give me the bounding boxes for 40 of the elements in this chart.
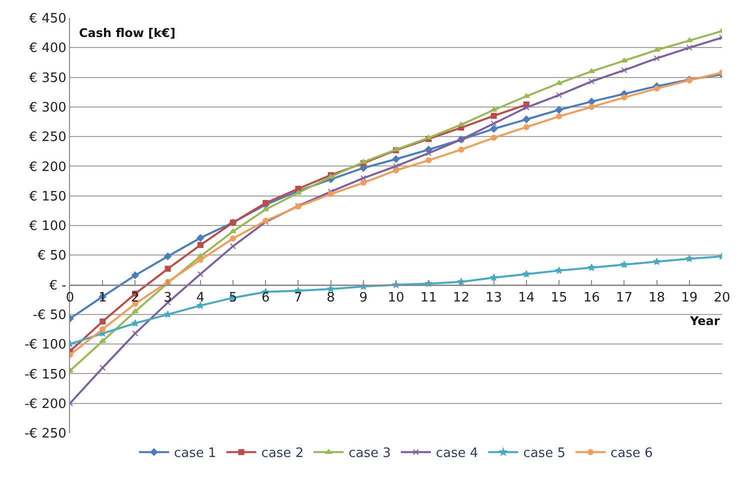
- x-tick-label: 17: [616, 290, 632, 306]
- x-tick-label: 4: [196, 290, 205, 306]
- legend-label: case 3: [348, 446, 391, 462]
- y-tick-label: -€ 200: [24, 396, 66, 412]
- y-tick-label: -€ 150: [24, 367, 66, 382]
- x-tick-label: 10: [388, 290, 404, 306]
- x-tick-label: 6: [261, 290, 270, 306]
- x-tick-label: 16: [583, 290, 600, 306]
- y-tick-label: € 350: [29, 70, 66, 86]
- x-tick-label: 7: [294, 290, 302, 306]
- x-tick-label: 8: [326, 290, 335, 306]
- y-tick-label: € 300: [29, 100, 66, 116]
- y-tick-label: -€ 50: [32, 308, 66, 323]
- x-tick-label: 18: [648, 290, 666, 306]
- x-tick-label: 11: [420, 290, 437, 306]
- y-tick-label: € 250: [29, 130, 66, 146]
- y-tick-label: € 200: [29, 160, 66, 175]
- legend-label: case 4: [436, 446, 478, 462]
- y-tick-label: € 400: [29, 41, 66, 56]
- y-tick-label: € 50: [37, 248, 66, 264]
- y-tick-label: -€ 100: [24, 338, 66, 353]
- x-tick-label: 12: [452, 290, 470, 306]
- legend-label: case 1: [174, 446, 216, 462]
- x-tick-label: 19: [681, 290, 698, 306]
- x-axis-title: Year: [689, 314, 720, 328]
- y-tick-label: -€ 250: [24, 426, 66, 442]
- legend-label: case 6: [610, 446, 653, 462]
- x-tick-label: 14: [518, 290, 535, 306]
- y-tick-label: € 450: [29, 12, 66, 27]
- x-tick-label: 15: [550, 290, 568, 306]
- legend-label: case 2: [261, 446, 304, 462]
- x-tick-label: 20: [714, 290, 730, 306]
- y-tick-label: € -: [49, 278, 67, 294]
- x-tick-label: 13: [486, 290, 502, 306]
- y-axis-title: Cash flow [k€]: [79, 26, 176, 40]
- y-tick-label: € 100: [29, 219, 66, 234]
- x-tick-label: 9: [359, 290, 368, 306]
- y-tick-label: € 150: [29, 189, 66, 204]
- x-tick-label: 0: [66, 290, 74, 306]
- legend-label: case 5: [523, 446, 566, 462]
